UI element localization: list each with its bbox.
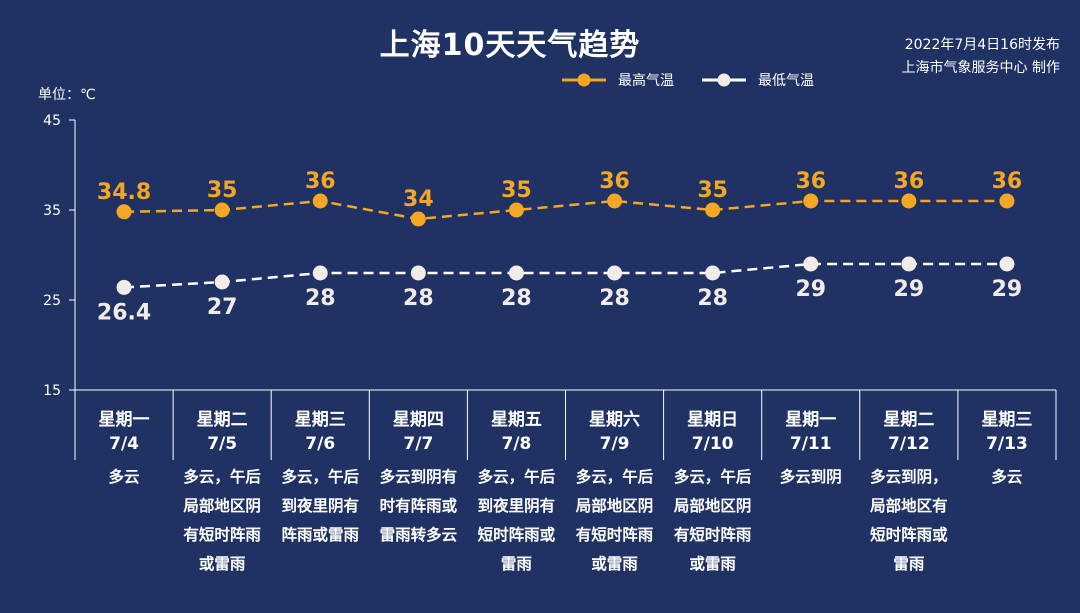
date-label: 7/8	[501, 434, 532, 454]
low-temp-label: 27	[207, 295, 238, 320]
y-tick-label: 15	[43, 383, 61, 399]
high-temp-point	[999, 193, 1015, 209]
weekday-label: 星期一	[785, 410, 837, 430]
high-temp-point	[803, 193, 819, 209]
high-temp-label: 34	[403, 187, 434, 212]
legend-low-label: 最低气温	[758, 73, 814, 89]
weather-description: 多云	[108, 468, 140, 486]
high-temp-label: 36	[305, 169, 336, 194]
high-temp-label: 36	[894, 169, 925, 194]
high-temp-label: 36	[795, 169, 826, 194]
weather-description: 多云，午后 局部地区阴 有短时阵雨 或雷雨	[183, 468, 261, 573]
low-temp-label: 28	[599, 286, 630, 311]
y-tick-label: 25	[43, 293, 61, 309]
publisher: 上海市气象服务中心 制作	[901, 60, 1060, 76]
low-temp-point	[214, 274, 230, 290]
chart-title: 上海10天天气趋势	[379, 28, 641, 63]
high-temp-label: 34.8	[97, 180, 151, 205]
low-temp-label: 28	[697, 286, 728, 311]
date-label: 7/6	[305, 434, 336, 454]
low-temp-line	[123, 262, 1007, 289]
low-temp-point	[116, 279, 132, 295]
legend-item-low: 最低气温	[702, 70, 814, 90]
weather-description: 多云到阴有 时有阵雨或 雷雨转多云	[379, 468, 458, 544]
low-temp-label: 28	[305, 286, 336, 311]
low-temp-point	[999, 256, 1015, 272]
legend: 最高气温 最低气温	[562, 70, 814, 90]
high-temp-label: 36	[599, 169, 630, 194]
weekday-label: 星期六	[589, 410, 641, 430]
date-label: 7/9	[599, 434, 630, 454]
date-label: 7/13	[986, 434, 1028, 454]
high-temp-label: 35	[501, 178, 532, 203]
high-temp-point	[410, 211, 426, 227]
date-label: 7/12	[887, 434, 930, 454]
weekday-label: 星期四	[392, 410, 444, 430]
low-temp-point	[803, 256, 819, 272]
weather-description: 多云，午后 局部地区阴 有短时阵雨 或雷雨	[575, 468, 654, 573]
low-temp-label: 29	[894, 277, 925, 302]
legend-high-marker-icon	[562, 73, 606, 87]
date-label: 7/10	[691, 434, 734, 454]
low-temp-point	[312, 265, 328, 281]
high-temp-point	[312, 193, 328, 209]
legend-item-high: 最高气温	[562, 70, 674, 90]
date-label: 7/4	[109, 434, 139, 454]
low-temp-point	[901, 256, 917, 272]
weekday-label: 星期一	[98, 410, 150, 430]
weather-description: 多云	[991, 468, 1023, 486]
low-temp-point	[705, 265, 721, 281]
high-temp-label: 36	[992, 169, 1023, 194]
high-temp-point	[116, 204, 132, 220]
legend-high-label: 最高气温	[618, 73, 674, 89]
low-temp-point	[607, 265, 623, 281]
date-label: 7/11	[789, 434, 832, 454]
low-temp-label: 26.4	[97, 300, 151, 325]
weekday-label: 星期日	[687, 410, 739, 430]
low-temp-label: 29	[992, 277, 1023, 302]
y-tick-label: 35	[43, 203, 61, 219]
low-temp-label: 28	[501, 286, 532, 311]
high-temp-label: 35	[207, 178, 238, 203]
weekday-label: 星期三	[981, 410, 1033, 430]
high-temp-point	[214, 202, 230, 218]
low-temp-label: 29	[795, 277, 826, 302]
high-temp-point	[607, 193, 623, 209]
low-temp-point	[508, 265, 524, 281]
weather-description: 多云到阴， 局部地区有 短时阵雨或 雷雨	[870, 468, 948, 573]
y-tick-label: 45	[43, 113, 61, 129]
source-info: 2022年7月4日16时发布 上海市气象服务中心 制作	[800, 34, 1060, 80]
weekday-label: 星期五	[490, 410, 542, 430]
legend-low-marker-icon	[702, 73, 746, 87]
high-temp-point	[705, 202, 721, 218]
weekday-label: 星期二	[196, 410, 248, 430]
weekday-label: 星期三	[294, 410, 346, 430]
weather-description: 多云到阴	[779, 468, 842, 486]
high-temp-point	[508, 202, 524, 218]
low-temp-label: 28	[403, 286, 434, 311]
high-temp-point	[901, 193, 917, 209]
date-label: 7/7	[403, 434, 434, 454]
low-temp-point	[410, 265, 426, 281]
publish-time: 2022年7月4日16时发布	[904, 37, 1060, 53]
weekday-label: 星期二	[883, 410, 935, 430]
high-temp-line	[124, 199, 1007, 221]
weather-description: 多云，午后 局部地区阴 有短时阵雨 或雷雨	[673, 468, 752, 573]
y-axis-unit: 单位：℃	[38, 87, 96, 103]
high-temp-label: 35	[697, 178, 728, 203]
weather-description: 多云，午后 到夜里阴有 短时阵雨或 雷雨	[477, 468, 556, 573]
date-label: 7/5	[207, 434, 238, 454]
weather-description: 多云，午后 到夜里阴有 阵雨或雷雨	[281, 468, 359, 544]
